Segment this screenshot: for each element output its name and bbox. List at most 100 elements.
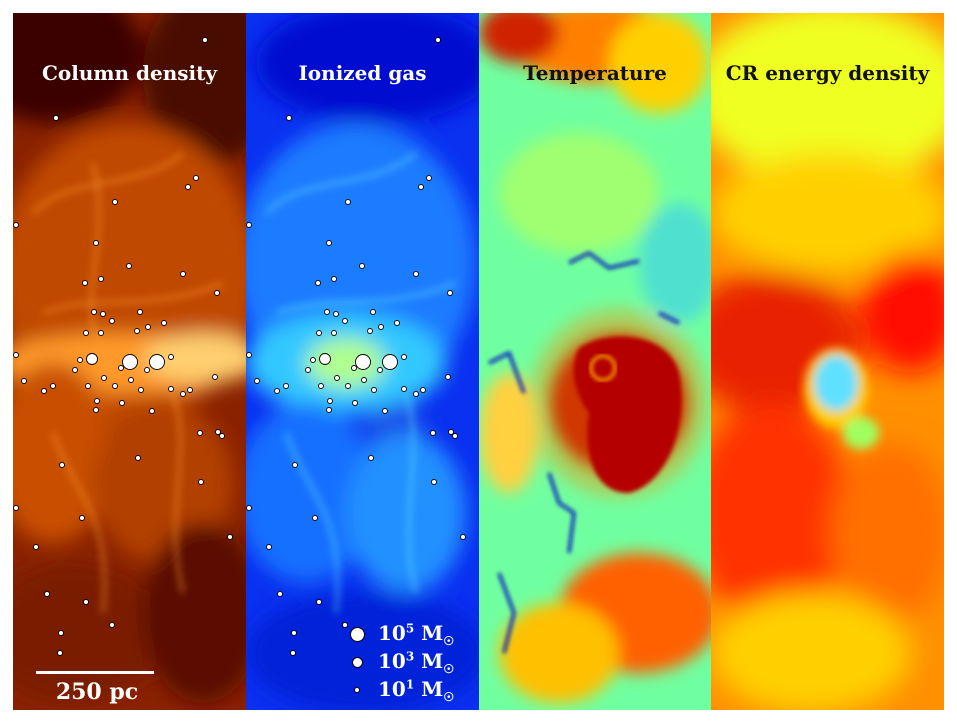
star-particle-marker: [93, 240, 99, 246]
star-particle-marker: [180, 391, 186, 397]
star-particle-marker: [202, 37, 208, 43]
star-particle-marker: [394, 320, 400, 326]
star-particle-marker: [401, 386, 407, 392]
cr-energy-density-panel: CR energy density: [711, 13, 944, 710]
star-particle-marker: [367, 328, 373, 334]
star-particle-marker: [214, 290, 220, 296]
panel-title: Column density: [41, 61, 218, 85]
star-particle-marker: [283, 383, 289, 389]
star-particle-marker: [91, 309, 97, 315]
star-particle-marker: [361, 377, 367, 383]
star-particle-marker: [198, 479, 204, 485]
star-particle-marker: [316, 330, 322, 336]
star-particle-marker: [316, 599, 322, 605]
star-particle-marker: [112, 199, 118, 205]
star-particle-marker: [368, 455, 374, 461]
star-particle-marker: [277, 591, 283, 597]
star-particle-marker: [122, 354, 138, 370]
star-particle-marker: [426, 175, 432, 181]
star-particle-marker: [112, 383, 118, 389]
star-particle-marker: [292, 462, 298, 468]
star-particle-marker: [418, 184, 424, 190]
star-particle-marker: [319, 353, 331, 365]
star-particle-marker: [53, 115, 59, 121]
star-particle-marker: [85, 383, 91, 389]
star-particle-marker: [333, 311, 339, 317]
star-particle-marker: [246, 352, 252, 358]
star-particle-marker: [137, 309, 143, 315]
legend-label: 103 M☉: [378, 648, 455, 676]
legend-label: 101 M☉: [378, 676, 455, 704]
star-particle-marker: [187, 387, 193, 393]
star-particle-marker: [431, 479, 437, 485]
star-particle-marker: [100, 311, 106, 317]
temperature-map: [479, 13, 711, 710]
star-particle-marker: [448, 429, 454, 435]
star-particle-marker: [149, 354, 165, 370]
panel-title: CR energy density: [725, 61, 930, 85]
star-particle-marker: [291, 630, 297, 636]
column-density-map: [13, 13, 246, 710]
cr-energy-density-map: [711, 13, 944, 710]
star-particle-marker: [326, 407, 332, 413]
star-particle-marker: [98, 330, 104, 336]
star-particle-marker: [197, 430, 203, 436]
star-particle-marker: [33, 544, 39, 550]
star-particle-marker: [290, 650, 296, 656]
star-particle-marker: [72, 367, 78, 373]
star-particle-marker: [41, 388, 47, 394]
star-particle-marker: [13, 505, 19, 511]
star-particle-marker: [168, 354, 174, 360]
star-particle-marker: [119, 400, 125, 406]
star-particle-marker: [185, 184, 191, 190]
star-particle-marker: [59, 462, 65, 468]
column-density-panel: Column density 250 pc: [13, 13, 246, 710]
star-particle-marker: [98, 276, 104, 282]
star-particle-marker: [359, 263, 365, 269]
star-particle-marker: [274, 388, 280, 394]
star-particle-marker: [13, 222, 19, 228]
panel-title: Ionized gas: [298, 61, 427, 85]
star-particle-marker: [371, 387, 377, 393]
star-particle-marker: [401, 354, 407, 360]
star-particle-marker: [180, 271, 186, 277]
star-particle-marker: [345, 199, 351, 205]
star-particle-marker: [215, 429, 221, 435]
star-particle-marker: [351, 365, 357, 371]
temperature-panel: Temperature: [479, 13, 711, 710]
star-particle-marker: [57, 650, 63, 656]
legend-marker-small: [354, 687, 360, 693]
star-particle-marker: [345, 383, 351, 389]
legend-label: 105 M☉: [378, 620, 455, 648]
star-particle-marker: [318, 383, 324, 389]
star-particle-marker: [377, 367, 383, 373]
star-particle-marker: [227, 534, 233, 540]
star-particle-marker: [246, 222, 252, 228]
star-particle-marker: [93, 407, 99, 413]
star-particle-marker: [305, 367, 311, 373]
star-particle-marker: [94, 398, 100, 404]
star-particle-marker: [460, 534, 466, 540]
star-particle-marker: [324, 309, 330, 315]
star-particle-marker: [149, 408, 155, 414]
star-particle-marker: [413, 271, 419, 277]
star-particle-marker: [86, 353, 98, 365]
legend-item: 101 M☉: [346, 676, 455, 704]
star-particle-marker: [342, 622, 348, 628]
star-particle-marker: [145, 324, 151, 330]
star-particle-marker: [109, 318, 115, 324]
star-particle-marker: [138, 387, 144, 393]
star-particle-marker: [21, 378, 27, 384]
star-particle-marker: [331, 276, 337, 282]
star-particle-marker: [445, 374, 451, 380]
star-particle-marker: [378, 324, 384, 330]
star-particle-marker: [128, 377, 134, 383]
star-particle-marker: [310, 357, 316, 363]
star-particle-marker: [327, 398, 333, 404]
star-particle-marker: [118, 365, 124, 371]
star-particle-marker: [13, 352, 19, 358]
star-particle-marker: [352, 400, 358, 406]
star-particle-marker: [212, 374, 218, 380]
star-particle-marker: [334, 375, 340, 381]
